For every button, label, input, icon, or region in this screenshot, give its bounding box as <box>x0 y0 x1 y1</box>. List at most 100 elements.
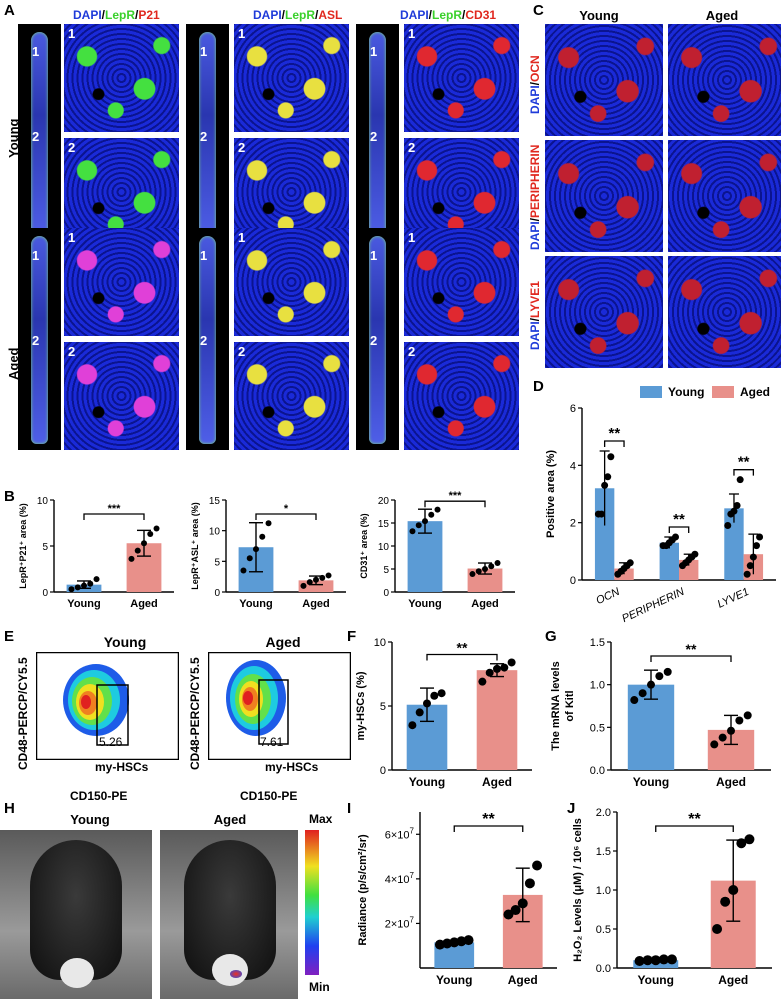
significance-bracket <box>453 825 524 832</box>
significance-bracket <box>650 655 732 662</box>
c-tile-r0-c0 <box>545 24 663 136</box>
data-point <box>87 580 94 587</box>
y-tick-label: 5 <box>383 565 389 576</box>
header-p21: DAPI/LepR/P21 <box>73 8 160 22</box>
data-point <box>728 885 739 895</box>
zoom-2-label-r1-c2: 2 <box>408 344 416 359</box>
bone-region1-r0-c2: 1 <box>370 44 378 59</box>
x-tick-label: Aged <box>716 775 746 789</box>
data-point <box>428 511 435 518</box>
header-cd31: DAPI/LepR/CD31 <box>400 8 497 22</box>
y-tick-label: 0.5 <box>596 924 611 936</box>
y-axis-label: The mRNA levels <box>550 661 562 750</box>
data-point <box>500 663 509 672</box>
legend-label: Young <box>668 385 704 399</box>
y-tick-label: 10 <box>378 542 390 553</box>
panel-label-h: H <box>4 800 15 817</box>
data-point <box>607 453 615 461</box>
bar <box>467 568 503 592</box>
zoom-2-r1-c0 <box>64 342 179 450</box>
c-tile-r2-c1 <box>668 256 781 368</box>
ivis-young-title: Young <box>70 812 110 827</box>
zoom-2-label-r0-c1: 2 <box>238 140 246 155</box>
data-point <box>642 955 653 966</box>
data-point <box>650 955 661 966</box>
y-axis-label: Positive area (%) <box>545 450 557 538</box>
data-point <box>756 533 764 541</box>
c-tile-r2-c0 <box>545 256 663 368</box>
significance-label: ** <box>608 425 620 442</box>
data-point <box>724 522 732 530</box>
legend-swatch <box>712 386 734 398</box>
data-point <box>730 507 738 515</box>
y-tick-label: 2.0 <box>596 807 611 819</box>
panel-label-e: E <box>4 628 15 645</box>
flow-young-gate-name: my-HSCs <box>95 760 149 774</box>
bone-overview-r0-c1 <box>186 24 229 246</box>
significance-label: ** <box>482 811 495 828</box>
y-tick-label: 2×107 <box>385 915 415 930</box>
c-row-lyve1: DAPI/LYVE1 <box>528 281 542 350</box>
ivis-aged-title: Aged <box>213 812 247 827</box>
significance-label: *** <box>108 503 122 515</box>
significance-bracket <box>733 469 755 476</box>
chart-g: 0.0 0.5 1.0 1.5 Young Aged ** The mRNA levels of… <box>550 637 771 789</box>
zoom-1-r0-c1 <box>234 24 349 132</box>
data-point <box>415 708 424 717</box>
scale-max: Max <box>309 812 333 826</box>
chart-f: 0 5 10 Young Aged ** my-HSCs (%) <box>355 637 532 789</box>
zoom-1-r0-c0 <box>64 24 179 132</box>
data-point <box>128 555 135 562</box>
significance-label: *** <box>449 490 463 502</box>
data-point <box>134 547 141 554</box>
data-point <box>141 540 147 547</box>
zoom-1-label-r0-c2: 1 <box>408 26 416 41</box>
significance-bracket <box>655 825 734 832</box>
y-tick-label: 0.5 <box>590 722 605 734</box>
data-point <box>485 668 494 677</box>
data-point <box>720 896 731 907</box>
y-axis-label: LepR⁺ASL⁺ area (%) <box>190 502 200 590</box>
data-point <box>647 680 655 689</box>
data-point <box>482 566 488 572</box>
zoom-1-r0-c2 <box>404 24 519 132</box>
data-point <box>634 955 645 966</box>
bone-region1-r1-c1: 1 <box>200 248 208 263</box>
x-tick-label: Young <box>633 775 669 789</box>
y-tick-label: 0 <box>42 588 48 599</box>
bar <box>298 580 334 592</box>
zoom-1-r1-c1 <box>234 228 349 336</box>
data-point <box>437 689 446 698</box>
y-axis-label: of Kitl <box>564 690 576 721</box>
panel-label-g: G <box>545 628 557 645</box>
zoom-2-label-r0-c0: 2 <box>68 140 76 155</box>
data-point <box>81 582 87 589</box>
data-point <box>666 954 677 965</box>
zoom-2-label-r1-c1: 2 <box>238 344 246 359</box>
data-point <box>68 586 75 593</box>
data-point <box>752 542 760 550</box>
y-tick-label: 5 <box>380 701 386 713</box>
data-point <box>736 838 747 849</box>
panel-label-a: A <box>4 2 15 19</box>
scale-min: Min <box>309 980 330 994</box>
y-tick-label: 6 <box>570 403 576 415</box>
data-point <box>463 935 474 946</box>
data-point <box>691 550 699 558</box>
significance-bracket <box>668 526 690 533</box>
data-point <box>153 525 160 532</box>
flow-aged-gate-name: my-HSCs <box>265 760 319 774</box>
zoom-1-label-r0-c1: 1 <box>238 26 246 41</box>
color-scale-bar <box>305 830 319 975</box>
flow-aged-gate-value: 7.61 <box>260 735 284 749</box>
significance-bracket <box>83 513 145 520</box>
significance-label: ** <box>688 811 701 828</box>
data-point <box>306 579 313 586</box>
data-point <box>638 689 647 698</box>
y-axis-label: my-HSCs (%) <box>355 671 367 740</box>
y-tick-label: 0 <box>380 765 386 777</box>
x-tick-label: Aged <box>508 973 538 987</box>
data-point <box>626 559 634 567</box>
data-point <box>478 677 487 686</box>
bar <box>659 542 679 580</box>
